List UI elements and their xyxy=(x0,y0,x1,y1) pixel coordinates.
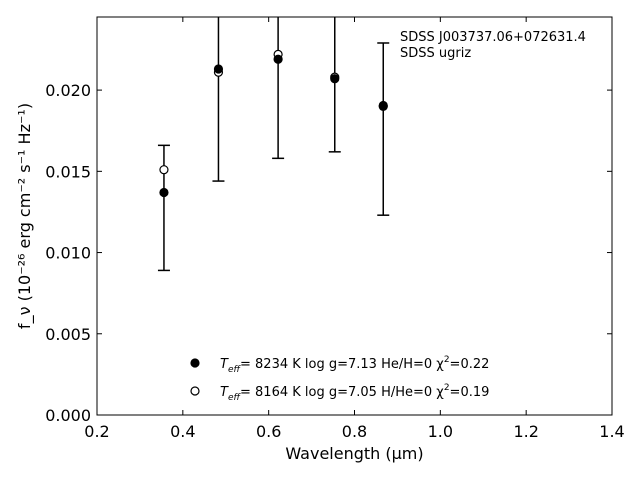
x-axis-label: Wavelength (μm) xyxy=(285,444,423,463)
x-tick-label: 0.4 xyxy=(170,422,195,441)
y-tick-label: 0.010 xyxy=(45,244,91,263)
x-tick-label: 1.0 xyxy=(428,422,453,441)
y-tick-label: 0.015 xyxy=(45,162,91,181)
x-tick-label: 1.2 xyxy=(513,422,538,441)
y-tick-label: 0.020 xyxy=(45,81,91,100)
filled-model-point xyxy=(378,101,388,111)
legend: Teff= 8234 K log g=7.13 He/H=0 χ2=0.22 Te… xyxy=(190,355,489,403)
x-tick-label: 0.6 xyxy=(256,422,281,441)
filter-set-annotation: SDSS ugriz xyxy=(400,46,471,61)
x-tick-label: 1.4 xyxy=(599,422,624,441)
legend-open-marker xyxy=(190,386,200,396)
filled-model-point xyxy=(159,187,169,198)
y-tick-label: 0.005 xyxy=(45,325,91,344)
plot-frame xyxy=(96,16,613,416)
y-axis-label: f_ν (10⁻²⁶ erg cm⁻² s⁻¹ Hz⁻¹) xyxy=(15,103,35,329)
filled-model-point xyxy=(213,64,224,74)
error-bars xyxy=(157,17,390,272)
x-tick-label: 0.2 xyxy=(84,422,109,441)
filled-model-point xyxy=(330,74,340,84)
legend-entry: Teff= 8164 K log g=7.05 H/He=0 χ2=0.19 xyxy=(220,383,489,403)
object-name-annotation: SDSS J003737.06+072631.4 xyxy=(400,30,586,45)
legend-filled-marker xyxy=(190,358,200,368)
x-tick-label: 0.8 xyxy=(342,422,367,441)
data-points xyxy=(159,49,388,198)
y-axis: 0.000 0.005 0.010 0.015 0.020 xyxy=(45,81,612,425)
legend-entry: Teff= 8234 K log g=7.13 He/H=0 χ2=0.22 xyxy=(220,355,489,375)
filled-model-point xyxy=(273,54,283,64)
y-tick-label: 0.000 xyxy=(45,406,91,425)
x-axis: 0.2 0.4 0.6 0.8 1.0 1.2 1.4 xyxy=(84,17,625,441)
open-model-point xyxy=(159,165,169,175)
